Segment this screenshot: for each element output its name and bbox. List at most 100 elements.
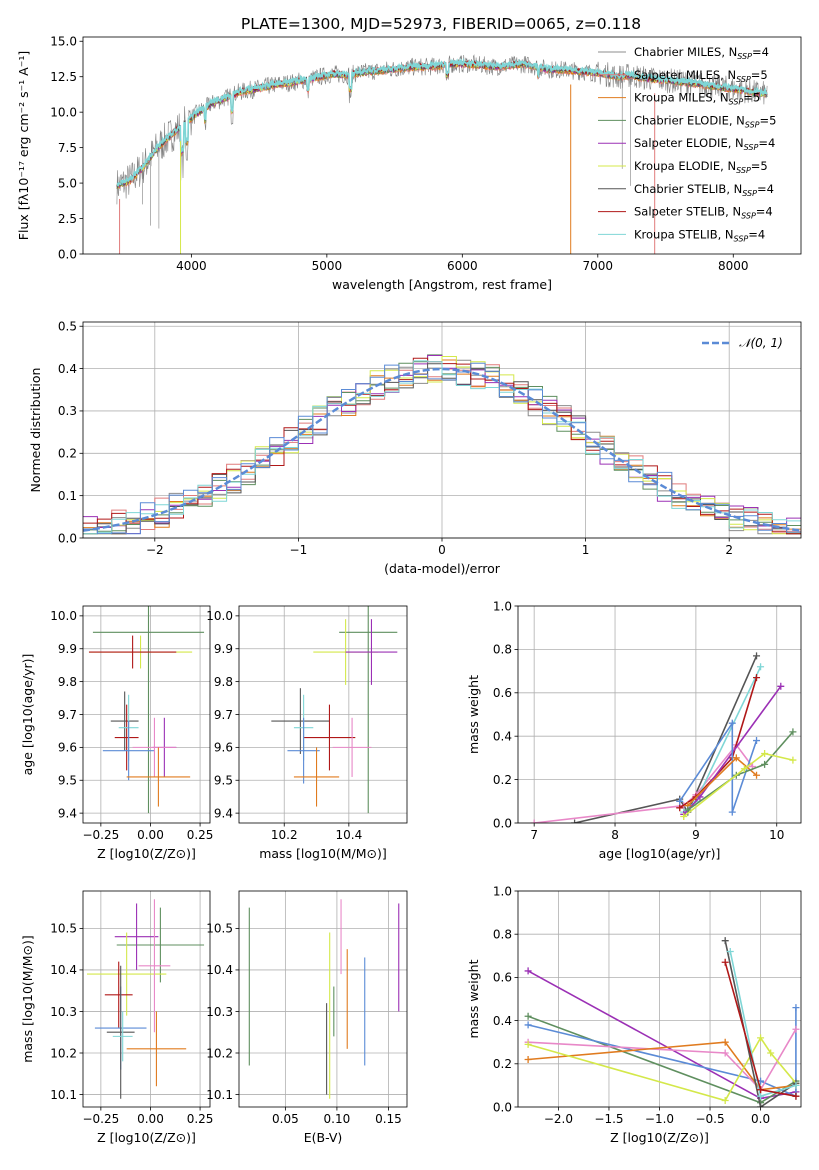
data-point-marker	[728, 808, 736, 816]
mass-vs-metallicity-panel: −0.25 0.00 0.25 10.1 10.2 10.3 10.4 10.5 Z [log1…	[20, 890, 214, 1145]
data-point-marker	[721, 1049, 729, 1057]
data-point-marker	[524, 1021, 532, 1029]
y-tick-label: 9.5	[214, 774, 233, 788]
data-point-marker	[753, 771, 761, 779]
data-point-marker	[789, 728, 797, 736]
y-tick-label: 0.2	[58, 447, 77, 461]
y-tick-label: 10.4	[50, 963, 77, 977]
y-tick-label: 10.3	[206, 1005, 233, 1019]
x-tick-label: −0.25	[82, 1112, 119, 1126]
y-tick-label: 0.4	[493, 730, 512, 744]
data-point-marker	[721, 958, 729, 966]
x-tick-label: −2.0	[544, 1112, 573, 1126]
x-tick-label: 8000	[718, 259, 749, 273]
y-axis-label: Normed distribution	[28, 368, 43, 493]
y-tick-label: 9.5	[58, 774, 77, 788]
data-point-marker	[721, 937, 729, 945]
mass-weight-line	[683, 752, 794, 818]
legend-entry: Chabrier ELODIE, NSSP=5	[634, 113, 776, 129]
x-axis-label: age [log10(age/yr)]	[599, 846, 721, 861]
data-point-marker	[676, 804, 684, 812]
mass-weight-line	[687, 731, 794, 811]
y-tick-label: 10.3	[50, 1005, 77, 1019]
data-point-marker	[761, 750, 769, 758]
legend-entry: Chabrier MILES, NSSP=4	[634, 45, 769, 61]
y-tick-label: 9.8	[58, 675, 77, 689]
y-tick-label: 10.5	[50, 922, 77, 936]
data-point-marker	[524, 1012, 532, 1020]
plot-area	[530, 652, 797, 823]
data-point-marker	[524, 1040, 532, 1048]
y-tick-label: 9.7	[58, 708, 77, 722]
x-tick-label: 7	[530, 828, 538, 842]
y-tick-label: 10.4	[206, 963, 233, 977]
data-point-marker	[530, 819, 538, 823]
x-tick-label: 10	[769, 828, 784, 842]
data-point-marker	[792, 1081, 800, 1089]
mass-weight-vs-age-panel: 7 8 9 10 0.0 0.2 0.4 0.6 0.8 1.0 age [log10(age/yr…	[466, 599, 802, 861]
y-tick-label: 0.4	[493, 1014, 512, 1028]
axes-frame	[517, 605, 802, 824]
y-tick-label: 10.5	[206, 922, 233, 936]
mass-weight-line	[528, 1028, 797, 1092]
mass-weight-line	[534, 743, 754, 823]
data-point-marker	[740, 765, 748, 773]
legend-entry: Salpeter ELODIE, NSSP=4	[634, 136, 775, 152]
y-tick-label: 10.0	[206, 609, 233, 623]
y-tick-label: 9.4	[214, 806, 233, 820]
data-point-marker	[757, 1103, 765, 1107]
y-tick-label: 1.0	[493, 599, 512, 613]
data-point-marker	[524, 967, 532, 975]
mass-weight-vs-metallicity-panel: −2.0 −1.5 −1.0 −0.5 0.0 0.0 0.2 0.4 0.6 0.8 1.0 Z […	[466, 884, 802, 1145]
y-tick-label: 0.3	[58, 404, 77, 418]
y-tick-label: 0.2	[493, 1057, 512, 1071]
mass-weight-line	[527, 1007, 797, 1098]
x-tick-label: −1.0	[645, 1112, 674, 1126]
y-tick-label: 7.5	[58, 141, 77, 155]
data-point-marker	[753, 652, 761, 660]
x-axis-label: Z [log10(Z/Z⊙)]	[97, 1130, 196, 1145]
x-tick-label: 9	[692, 828, 700, 842]
y-tick-label: 15.0	[50, 35, 77, 49]
y-tick-label: 9.9	[58, 642, 77, 656]
data-point-marker	[757, 1086, 765, 1094]
y-tick-label: 0.5	[58, 320, 77, 334]
x-tick-label: 0.00	[137, 828, 164, 842]
legend-entry: Salpeter STELIB, NSSP=4	[634, 205, 773, 221]
plot-area	[88, 606, 205, 814]
y-tick-label: 0.8	[493, 928, 512, 942]
y-tick-label: 1.0	[493, 884, 512, 898]
x-tick-label: 4000	[176, 259, 207, 273]
y-tick-label: 9.4	[58, 806, 77, 820]
x-axis-label: E(B-V)	[304, 1130, 343, 1145]
legend-entry: 𝒩(0, 1)	[739, 336, 783, 350]
y-tick-label: 9.6	[214, 741, 233, 755]
x-tick-label: 0	[438, 543, 446, 557]
plot-area	[83, 354, 801, 535]
x-tick-label: −1.5	[594, 1112, 623, 1126]
y-tick-label: 0.0	[493, 816, 512, 830]
data-point-marker	[721, 1097, 729, 1105]
axes-frame	[238, 605, 408, 824]
x-tick-label: 0.00	[137, 1112, 164, 1126]
y-tick-label: 0.0	[58, 531, 77, 545]
y-tick-label: 0.8	[493, 643, 512, 657]
data-point-marker	[792, 1092, 800, 1100]
data-point-marker	[792, 1025, 800, 1033]
y-tick-label: 9.9	[214, 642, 233, 656]
x-tick-label: 0.25	[187, 1112, 214, 1126]
data-point-marker	[777, 682, 785, 690]
x-axis-label: Z [log10(Z/Z⊙)]	[97, 846, 196, 861]
y-tick-label: 0.6	[493, 686, 512, 700]
y-axis-label: mass weight	[466, 675, 481, 754]
y-tick-label: 10.1	[206, 1088, 233, 1102]
y-axis-label: age [log10(age/yr)]	[20, 654, 35, 776]
y-tick-label: 12.5	[50, 70, 77, 84]
y-tick-label: 10.2	[206, 1046, 233, 1060]
y-tick-label: 10.2	[50, 1046, 77, 1060]
x-tick-label: −0.25	[82, 828, 119, 842]
axes-frame	[82, 36, 802, 255]
plot-area	[524, 937, 800, 1107]
data-point-marker	[753, 674, 761, 682]
